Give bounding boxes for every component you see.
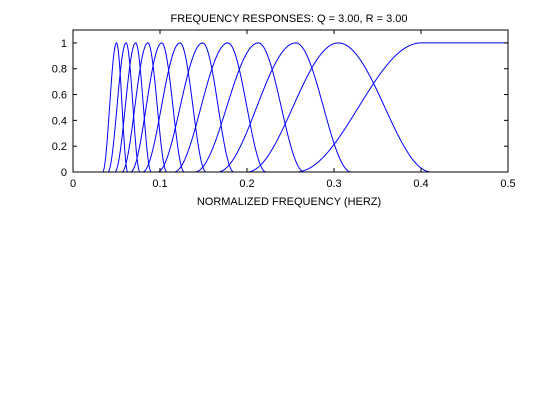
x-tick-label: 0 xyxy=(70,178,76,190)
y-tick-label: 0.2 xyxy=(52,141,67,153)
bandpass-curve-7 xyxy=(157,42,235,173)
y-tick-label: 0.8 xyxy=(52,64,67,76)
x-tick-label: 0.4 xyxy=(413,178,428,190)
bandpass-curve-3 xyxy=(114,42,152,173)
x-tick-label: 0.5 xyxy=(500,178,515,190)
y-tick-label: 0 xyxy=(61,167,67,179)
plot-area xyxy=(73,30,508,172)
bandpass-curve-10 xyxy=(217,42,352,173)
bandpass-curve-11 xyxy=(246,42,432,173)
x-tick-label: 0.3 xyxy=(326,178,341,190)
axes-box xyxy=(72,29,509,173)
x-axis-label: NORMALIZED FREQUENCY (HERZ) xyxy=(197,196,381,208)
x-tick-label: 0.2 xyxy=(239,178,254,190)
chart-title: FREQUENCY RESPONSES: Q = 3.00, R = 3.00 xyxy=(171,13,408,25)
bandpass-curve-9 xyxy=(194,42,305,173)
highpass-curve xyxy=(295,42,508,173)
axes xyxy=(72,29,509,173)
bandpass-curve-8 xyxy=(173,42,267,173)
y-axis-ticks: 0 0.2 0.4 0.6 0.8 1 xyxy=(52,38,508,179)
y-tick-label: 1 xyxy=(61,38,67,50)
bandpass-curve-4 xyxy=(121,42,168,173)
bandpass-curve-5 xyxy=(130,42,185,173)
filter-response-curves xyxy=(102,42,508,173)
bandpass-curve-6 xyxy=(142,42,207,173)
bandpass-curve-2 xyxy=(107,42,141,173)
y-tick-label: 0.4 xyxy=(52,115,67,127)
x-tick-label: 0.1 xyxy=(152,178,167,190)
bandpass-curve-1 xyxy=(102,42,129,173)
x-axis-ticks: 0 0.1 0.2 0.3 0.4 0.5 xyxy=(70,30,516,190)
y-tick-label: 0.6 xyxy=(52,90,67,102)
